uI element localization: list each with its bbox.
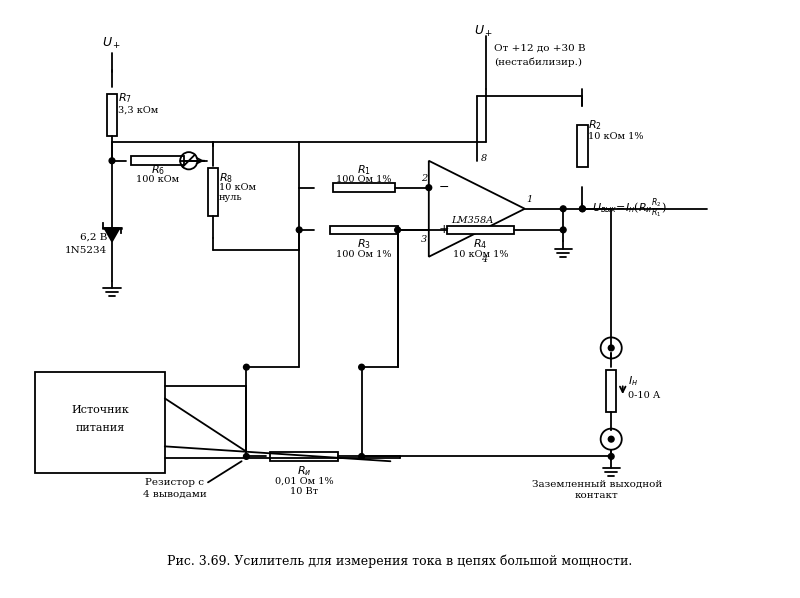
Bar	[207, 168, 218, 216]
Circle shape	[560, 206, 566, 212]
Text: $I_н$: $I_н$	[629, 375, 638, 389]
Circle shape	[296, 227, 302, 233]
Text: $R_6$: $R_6$	[150, 163, 165, 177]
Text: LM358A: LM358A	[451, 216, 493, 225]
Text: 1: 1	[526, 195, 533, 204]
Bar	[446, 225, 514, 234]
Circle shape	[426, 185, 432, 191]
Bar	[330, 225, 398, 234]
Text: Рис. 3.69. Усилитель для измерения тока в цепях большой мощности.: Рис. 3.69. Усилитель для измерения тока …	[167, 554, 633, 568]
Text: −: −	[438, 181, 449, 194]
Text: $R_8$: $R_8$	[218, 171, 233, 185]
Bar	[606, 370, 617, 412]
Text: 8: 8	[481, 154, 487, 163]
Text: $R_2$: $R_2$	[588, 118, 602, 132]
Circle shape	[243, 453, 250, 459]
Circle shape	[243, 364, 250, 370]
Text: $R_и$: $R_и$	[297, 464, 311, 478]
Text: 100 Ом 1%: 100 Ом 1%	[336, 175, 392, 184]
Text: 10 кОм: 10 кОм	[218, 183, 255, 192]
Bar	[106, 94, 118, 136]
Text: 100 кОм: 100 кОм	[136, 175, 179, 184]
Text: $R_1$: $R_1$	[357, 163, 371, 177]
Text: (нестабилизир.): (нестабилизир.)	[494, 57, 582, 66]
Circle shape	[358, 453, 365, 459]
Bar	[577, 125, 588, 167]
Bar	[270, 452, 338, 461]
Circle shape	[358, 364, 365, 370]
Text: 6,2 В: 6,2 В	[80, 233, 107, 242]
Text: 3,3 кОм: 3,3 кОм	[118, 105, 158, 114]
Polygon shape	[104, 228, 120, 242]
Circle shape	[394, 227, 401, 233]
Text: 10 кОм 1%: 10 кОм 1%	[453, 251, 508, 260]
Text: $R_3$: $R_3$	[357, 237, 371, 251]
Circle shape	[579, 206, 586, 212]
Bar	[35, 372, 165, 473]
Text: $U_+$: $U_+$	[102, 36, 122, 51]
Text: 3: 3	[421, 234, 427, 243]
Bar	[334, 184, 394, 192]
Text: 10 Вт: 10 Вт	[290, 487, 318, 496]
Text: 100 Ом 1%: 100 Ом 1%	[336, 251, 392, 260]
Circle shape	[560, 227, 566, 233]
Text: 0-10 А: 0-10 А	[629, 392, 661, 401]
Text: $U_+$: $U_+$	[474, 23, 493, 39]
Text: 2: 2	[421, 174, 427, 183]
Text: контакт: контакт	[575, 492, 618, 501]
Text: 0,01 Ом 1%: 0,01 Ом 1%	[274, 477, 334, 486]
Text: питания: питания	[75, 423, 125, 432]
Circle shape	[608, 345, 614, 351]
Bar	[130, 157, 185, 165]
Text: 4 выводами: 4 выводами	[142, 489, 206, 498]
Circle shape	[109, 158, 115, 164]
Text: 1N5234: 1N5234	[65, 246, 107, 255]
Text: $U_{вых}$=$I_н$($R_и$$\frac{R_2}{R_1}$): $U_{вых}$=$I_н$($R_и$$\frac{R_2}{R_1}$)	[592, 196, 667, 220]
Text: От +12 до +30 В: От +12 до +30 В	[494, 44, 586, 53]
Text: +: +	[438, 224, 449, 236]
Circle shape	[608, 437, 614, 442]
Text: Заземленный выходной: Заземленный выходной	[532, 480, 662, 489]
Text: нуль: нуль	[218, 193, 242, 202]
Text: $R_4$: $R_4$	[474, 237, 487, 251]
Circle shape	[579, 206, 586, 212]
Text: Резистор с: Резистор с	[145, 478, 204, 487]
Text: 4: 4	[481, 255, 487, 264]
Circle shape	[608, 453, 614, 459]
Text: 10 кОм 1%: 10 кОм 1%	[588, 132, 644, 141]
Text: Источник: Источник	[71, 405, 129, 416]
Text: $R_7$: $R_7$	[118, 91, 132, 105]
